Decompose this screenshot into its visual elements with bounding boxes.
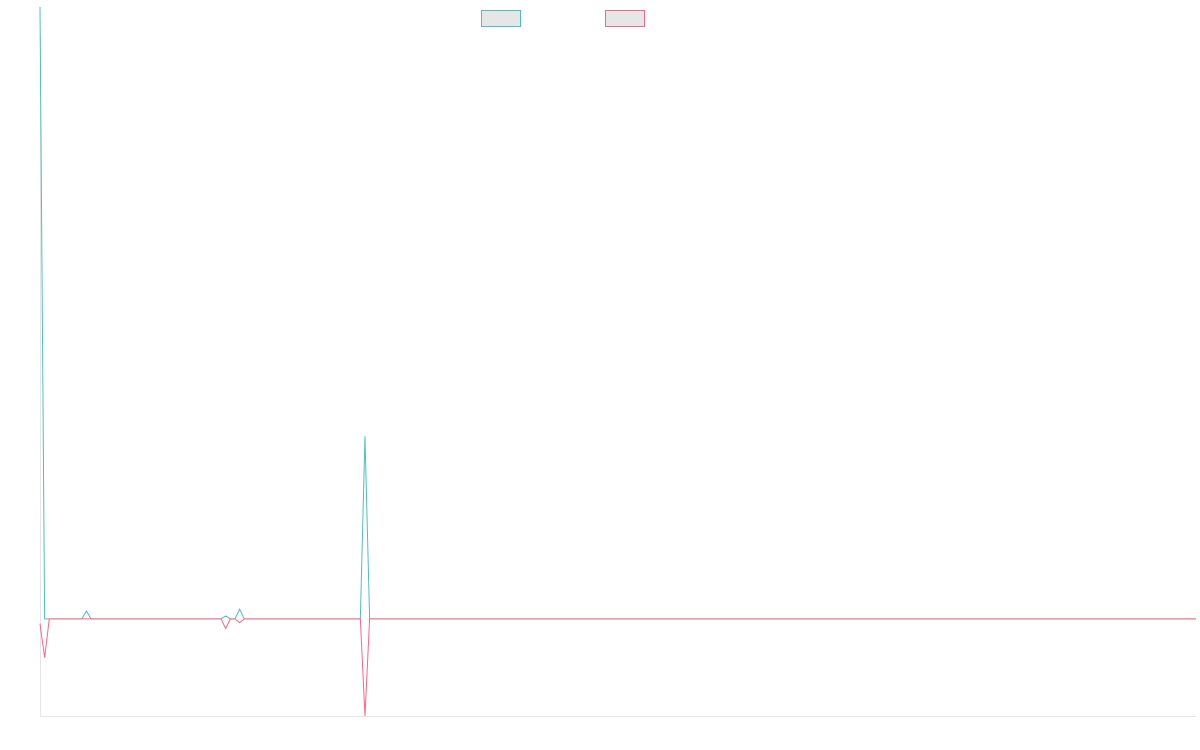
series-line-2 — [39, 618, 1196, 717]
series-line-1 — [39, 6, 1196, 620]
legend-swatch-series-2 — [605, 9, 645, 27]
legend-swatch-series-1 — [481, 9, 521, 27]
series-layer — [39, 6, 1196, 717]
legend — [0, 9, 1200, 27]
legend-item-series-1[interactable] — [481, 9, 527, 27]
legend-item-series-2[interactable] — [605, 9, 651, 27]
